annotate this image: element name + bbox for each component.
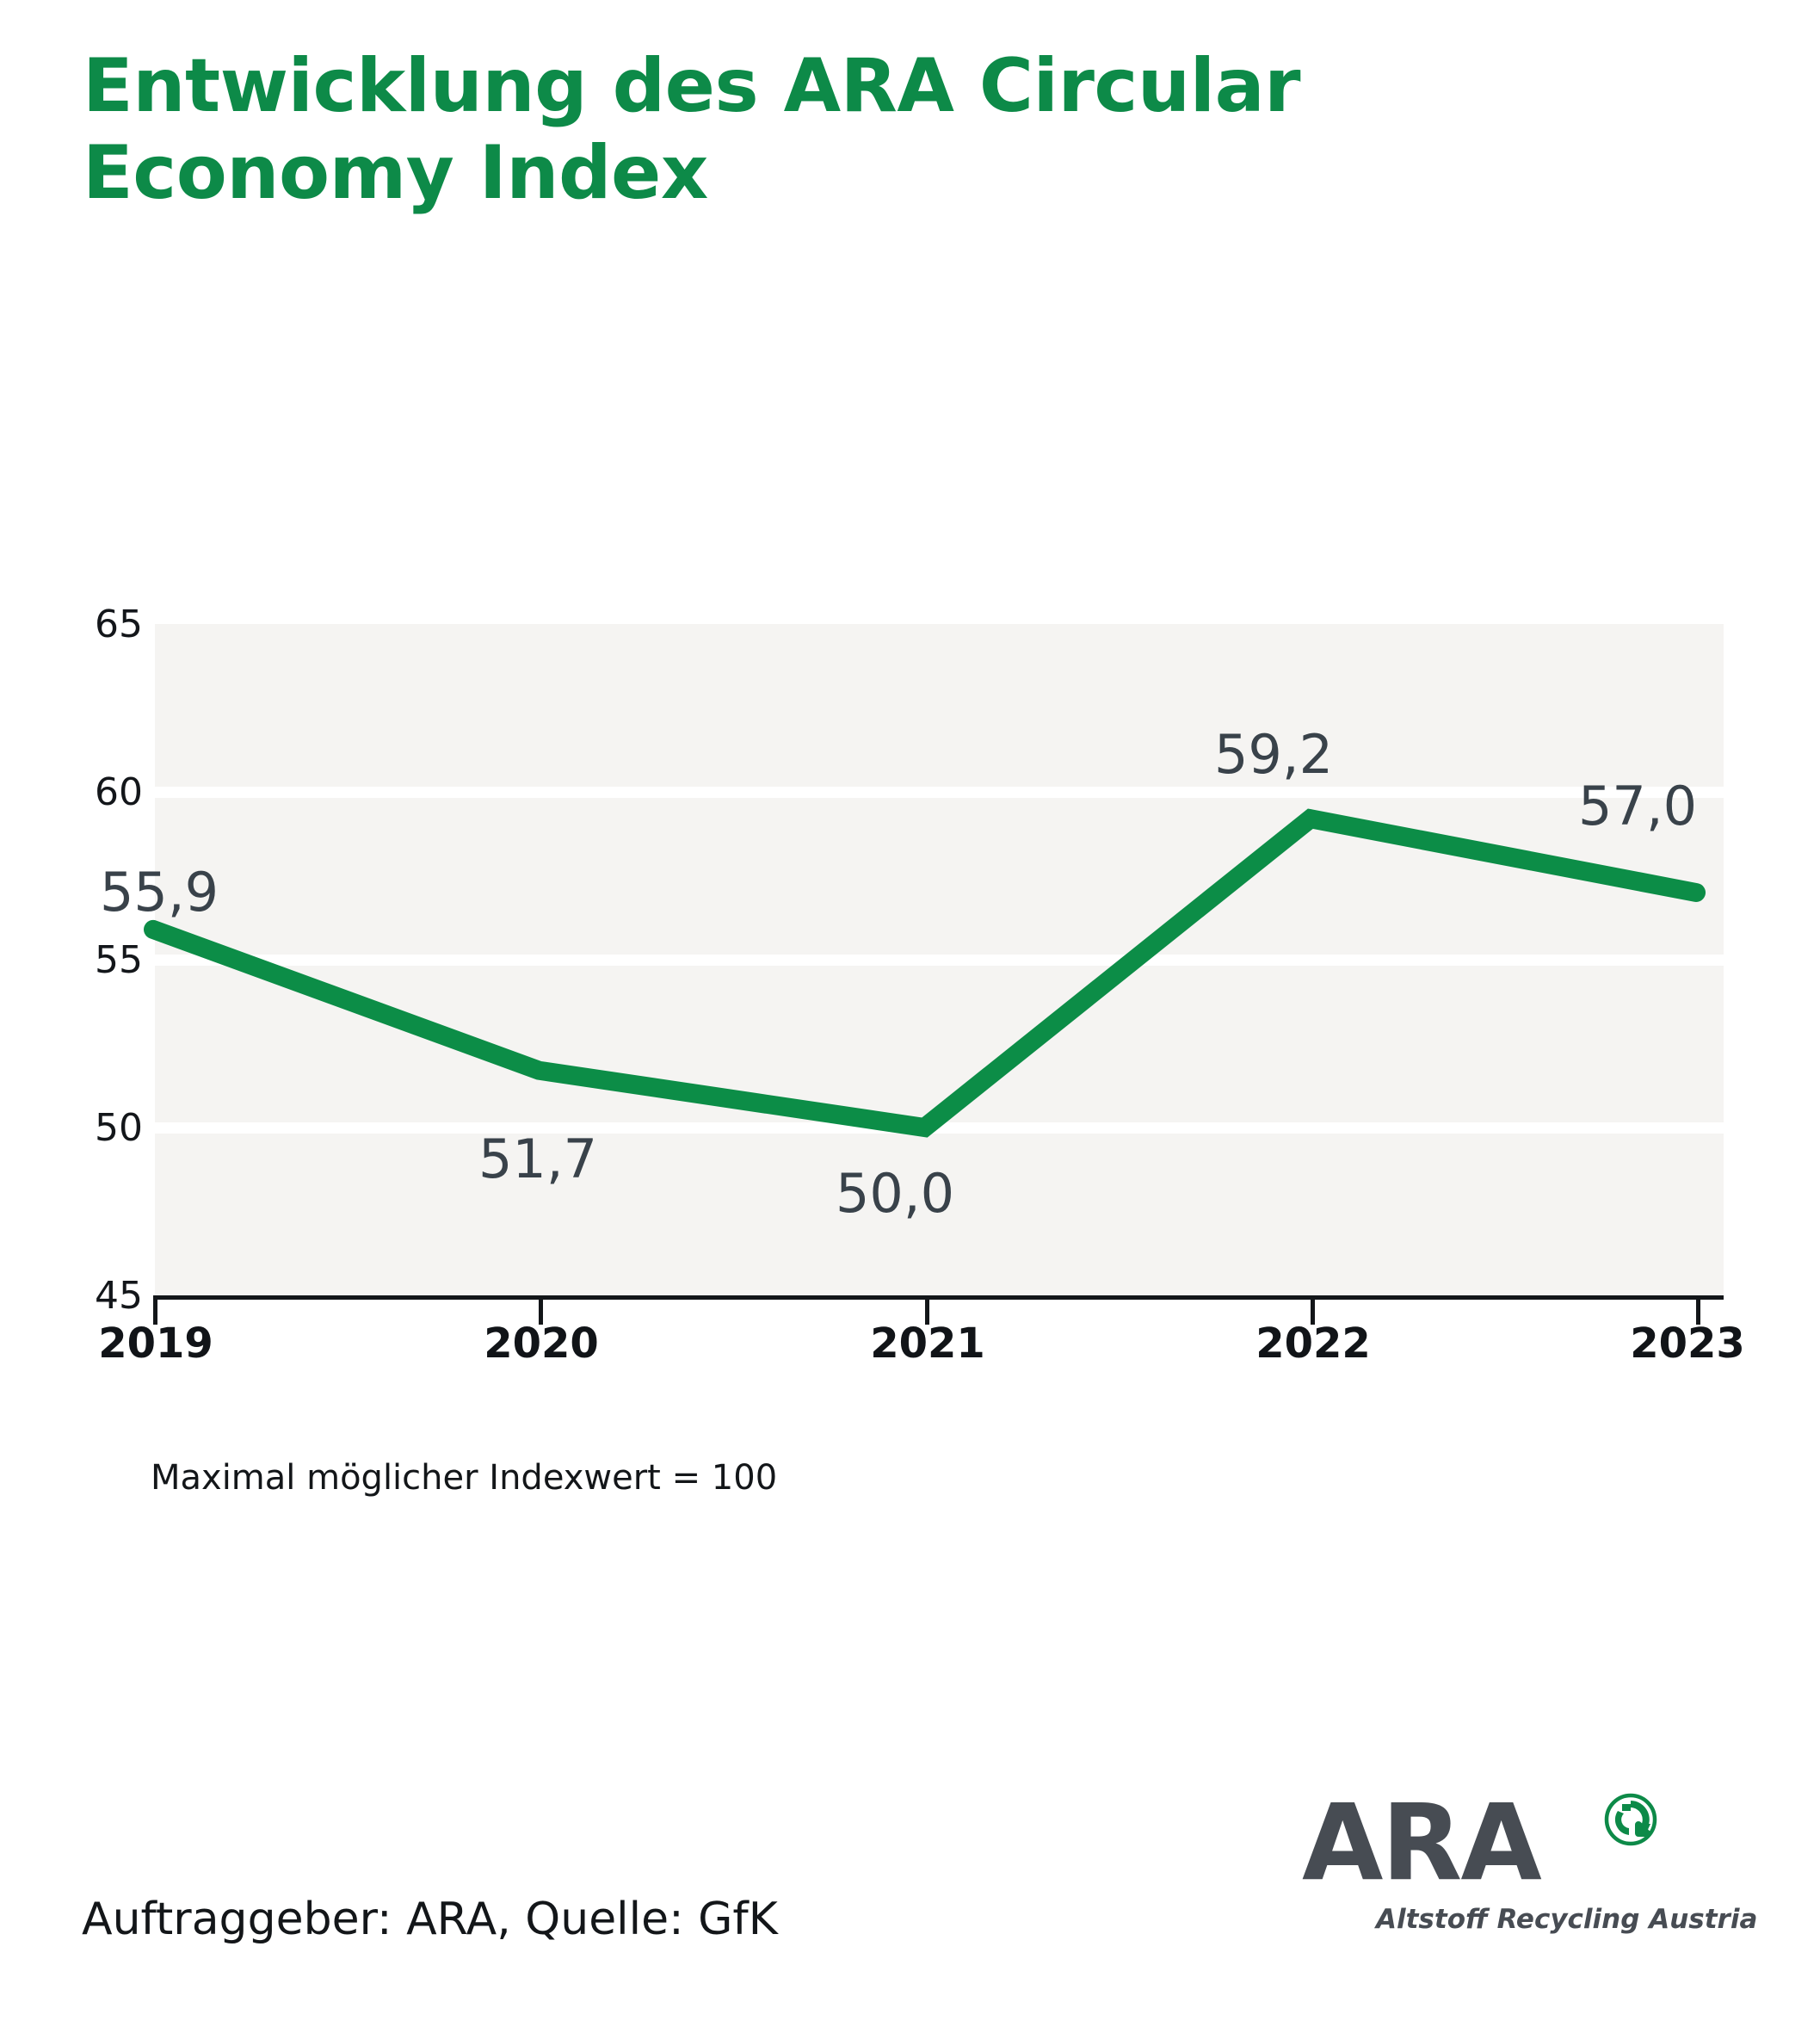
data-label-2020: 51,7 [478,1128,598,1190]
x-axis-tick-mark-2019 [153,1295,157,1325]
page-title-line-1: Entwicklung des ARA Circular [83,43,1301,129]
y-axis-tick-50: 50 [95,1106,143,1150]
recycling-arrow-icon [1604,1793,1657,1846]
y-axis-tick-45: 45 [95,1274,143,1318]
ara-logo: ARA Altstoff Recycling Austria [1302,1782,1757,1945]
x-axis-tick-mark-2020 [539,1295,543,1325]
x-axis-tick-mark-2023 [1696,1295,1700,1325]
gridline-60 [155,787,1724,798]
x-axis-line [155,1295,1724,1300]
page-title-line-2: Economy Index [83,130,708,217]
ara-logo-wordmark: ARA [1302,1782,1542,1904]
x-axis-label-2022: 2022 [1255,1319,1371,1368]
data-label-2019: 55,9 [99,861,219,924]
ara-logo-tagline: Altstoff Recycling Austria [1376,1904,1758,1935]
chart-footnote: Maximal möglicher Indexwert = 100 [151,1458,778,1498]
page-title: Entwicklung des ARA Circular Economy Ind… [83,43,1563,218]
x-axis-label-2023: 2023 [1630,1319,1745,1368]
gridline-50 [155,1122,1724,1134]
y-axis-tick-55: 55 [95,938,143,982]
x-axis-tick-mark-2021 [925,1295,929,1325]
source-credit: Auftraggeber: ARA, Quelle: GfK [82,1894,778,1945]
x-axis-label-2020: 2020 [484,1319,599,1368]
data-label-2022: 59,2 [1213,723,1334,786]
y-axis-tick-60: 60 [95,770,143,814]
x-axis-label-2019: 2019 [98,1319,213,1368]
data-label-2021: 50,0 [835,1162,955,1225]
gridline-55 [155,955,1724,966]
x-axis-label-2021: 2021 [870,1319,985,1368]
data-label-2023: 57,0 [1577,775,1698,837]
x-axis-tick-mark-2022 [1311,1295,1315,1325]
y-axis-tick-65: 65 [95,602,143,646]
